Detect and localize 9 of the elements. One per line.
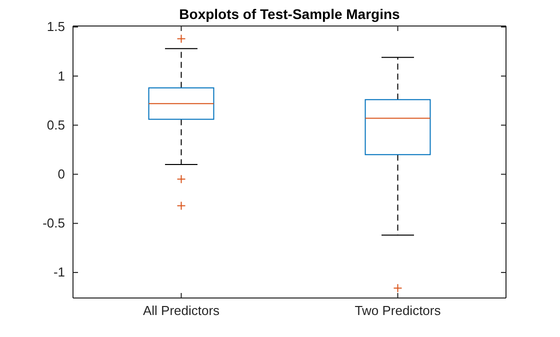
y-tick-label: 1 — [58, 68, 65, 84]
y-tick-label: 0 — [58, 166, 65, 182]
y-tick-label: -0.5 — [42, 216, 65, 231]
y-tick-label: 0.5 — [46, 117, 65, 132]
y-tick-label: -1 — [53, 264, 65, 280]
x-tick-label: All Predictors — [142, 303, 220, 318]
x-tick-label: Two Predictors — [354, 303, 442, 318]
chart-title: Boxplots of Test-Sample Margins — [179, 6, 400, 22]
y-tick-label: 1.5 — [46, 19, 65, 34]
